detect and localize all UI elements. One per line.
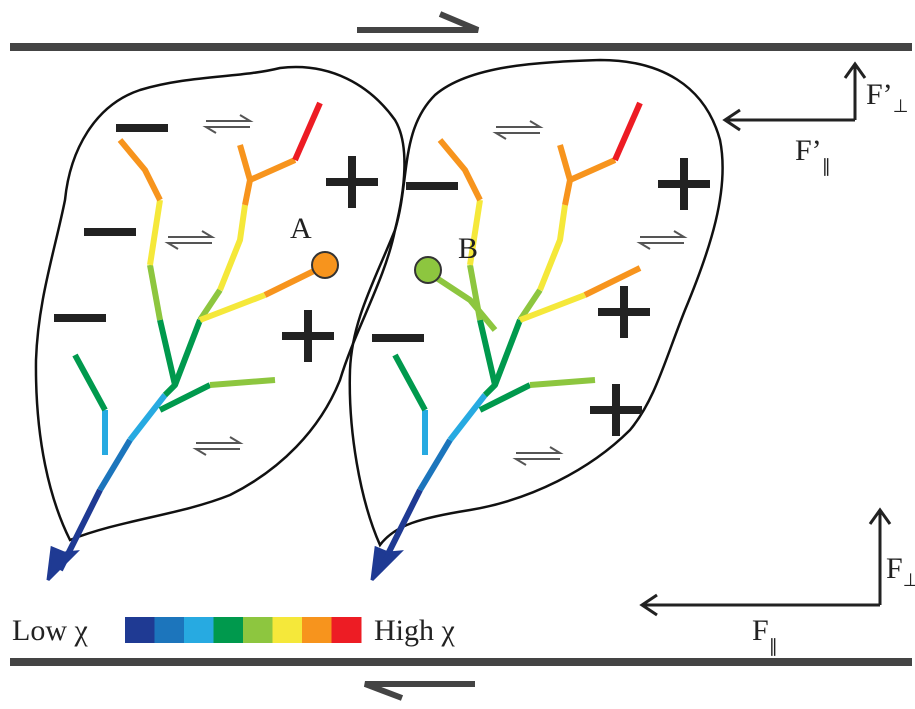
- river-segment: [583, 265, 642, 298]
- point-label: A: [290, 212, 312, 245]
- force-sub: ⊥: [893, 96, 909, 116]
- river-segment: [198, 292, 267, 323]
- river-segment: [518, 292, 587, 323]
- color-swatch: [213, 617, 244, 643]
- river-segment: [197, 288, 223, 322]
- river-network: [57, 101, 643, 572]
- river-segment: [172, 318, 203, 387]
- shear-pair: [192, 436, 244, 456]
- minus-sign: [406, 182, 458, 190]
- force-main: F’: [866, 78, 893, 111]
- color-bar: [125, 617, 362, 643]
- force-main: F’: [795, 134, 822, 167]
- force-main: F: [752, 614, 769, 647]
- color-swatch: [154, 617, 185, 643]
- basin-outline: [348, 58, 724, 548]
- force-arrows: [639, 61, 892, 617]
- plus-sign: [590, 384, 642, 436]
- river-segment: [417, 438, 453, 492]
- river-segment: [529, 377, 596, 388]
- minus-sign: [372, 334, 424, 342]
- river-segment: [612, 101, 643, 162]
- river-segment: [568, 157, 617, 183]
- outlet-arrow: [370, 545, 404, 582]
- river-segment: [263, 265, 322, 298]
- river-segment: [430, 272, 498, 332]
- river-segment: [117, 138, 163, 202]
- basin-outline: [34, 65, 406, 542]
- point-label: B: [458, 232, 478, 265]
- top-shear-arrow: [357, 11, 480, 33]
- color-swatch: [184, 617, 214, 643]
- river-segment: [147, 199, 163, 266]
- river-segment: [517, 288, 543, 322]
- river-segment: [478, 382, 532, 413]
- shear-pair: [512, 446, 564, 466]
- river-segment: [217, 204, 248, 292]
- river-segment: [447, 393, 488, 442]
- force-main: F: [886, 552, 903, 585]
- color-swatch: [125, 617, 155, 643]
- plus-sign: [282, 310, 334, 362]
- color-swatch: [302, 617, 332, 643]
- legend-high: High χ: [374, 614, 456, 647]
- bottom-boundary: [10, 658, 912, 666]
- river-segment: [237, 144, 253, 206]
- plus-sign: [598, 286, 650, 338]
- minus-sign: [84, 228, 136, 236]
- river-segment: [437, 138, 483, 202]
- river-segment: [292, 101, 323, 162]
- shear-pair: [636, 230, 688, 250]
- river-segment: [248, 157, 297, 183]
- legend-low: Low χ: [12, 614, 88, 647]
- river-segment: [209, 377, 276, 388]
- force-label: F⊥: [886, 552, 915, 590]
- minus-sign: [116, 124, 168, 132]
- river-segment: [127, 393, 168, 442]
- river-segment: [97, 438, 133, 492]
- river-segment: [392, 353, 428, 412]
- river-segment: [467, 199, 483, 266]
- shear-pair: [492, 120, 544, 140]
- river-segment: [147, 264, 163, 321]
- force-label: F∥: [752, 614, 778, 656]
- point-a-marker: [311, 251, 339, 279]
- shear-pair: [164, 230, 216, 250]
- river-segment: [158, 382, 212, 413]
- force-label: F’∥: [795, 134, 831, 176]
- color-swatch: [243, 617, 273, 643]
- plus-sign: [326, 156, 378, 208]
- top-boundary: [10, 43, 912, 51]
- shear-pair: [202, 114, 254, 134]
- river-segment: [492, 318, 523, 387]
- force-sub: ⊥: [903, 570, 915, 590]
- river-segment: [557, 144, 573, 206]
- color-swatch: [272, 617, 303, 643]
- point-b-marker: [414, 256, 442, 284]
- force-sub: ∥: [769, 636, 778, 656]
- plus-sign: [658, 158, 710, 210]
- sign-symbols: [54, 114, 710, 466]
- river-segment: [72, 353, 108, 412]
- force-label: F’⊥: [866, 78, 908, 116]
- outlet-arrow: [46, 545, 80, 582]
- color-swatch: [331, 617, 362, 643]
- force-sub: ∥: [822, 156, 831, 176]
- minus-sign: [54, 314, 106, 322]
- bottom-shear-arrow: [363, 681, 475, 701]
- river-segment: [537, 204, 568, 292]
